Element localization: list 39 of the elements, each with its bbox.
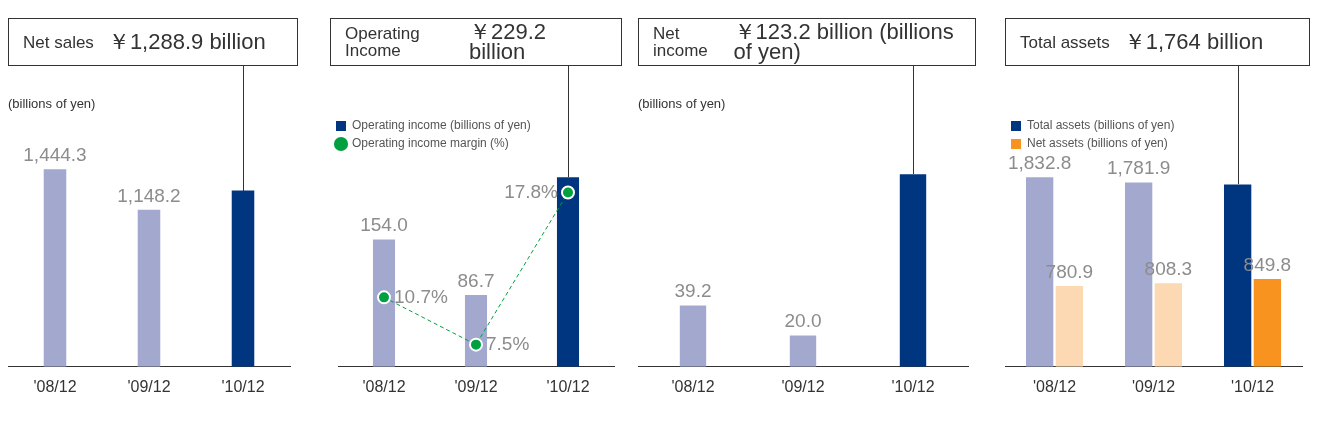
chart-title: Operating Income bbox=[345, 24, 421, 60]
data-label: 1,832.8 bbox=[1007, 152, 1072, 174]
data-label: 154.0 bbox=[360, 214, 408, 236]
x-tick-label: '10/12 bbox=[1230, 377, 1275, 395]
chart-title: Net income bbox=[653, 24, 709, 60]
chart-title: Total assets bbox=[1020, 32, 1110, 52]
bar bbox=[1154, 283, 1183, 367]
chart-subtitle: ￥1,288.9 billion bbox=[107, 29, 266, 54]
data-label: 7.5% bbox=[486, 332, 530, 354]
data-label: 1,148.2 bbox=[117, 184, 181, 206]
bar bbox=[1253, 278, 1282, 367]
x-tick-label: '08/12 bbox=[362, 377, 406, 395]
x-tick-label: '09/12 bbox=[1131, 377, 1176, 395]
x-tick-label: '08/12 bbox=[671, 377, 715, 395]
bar bbox=[1055, 286, 1084, 367]
x-tick-label: '09/12 bbox=[127, 377, 171, 395]
data-label: 10.7% bbox=[394, 285, 448, 307]
data-label: 86.7 bbox=[457, 269, 495, 291]
y-axis-title: (billions of yen) bbox=[638, 96, 726, 111]
legend-label: Operating income margin (%) bbox=[352, 136, 509, 151]
x-tick-label: '10/12 bbox=[546, 377, 590, 395]
data-label: 39.2 bbox=[674, 280, 712, 302]
legend-label: Net assets (billions of yen) bbox=[1027, 136, 1168, 151]
x-tick-label: '10/12 bbox=[221, 377, 265, 395]
legend-label: Total assets (billions of yen) bbox=[1027, 118, 1175, 133]
x-tick-label: '08/12 bbox=[33, 377, 77, 395]
chart-subtitle: ￥123.2 billion (billions of yen) bbox=[733, 19, 955, 64]
x-tick-label: '10/12 bbox=[891, 377, 935, 395]
legend-label: Operating income (billions of yen) bbox=[352, 118, 531, 133]
x-tick-label: '09/12 bbox=[454, 377, 498, 395]
y-axis-title: (billions of yen) bbox=[8, 96, 96, 111]
chart-title: Net sales bbox=[23, 32, 94, 52]
chart-subtitle: ￥229.2 billion bbox=[469, 19, 548, 64]
data-label: 1,781.9 bbox=[1106, 157, 1171, 179]
x-tick-label: '08/12 bbox=[1032, 377, 1077, 395]
data-label: 20.0 bbox=[784, 310, 822, 332]
chart-subtitle: ￥1,764 billion bbox=[1123, 29, 1264, 54]
x-tick-label: '09/12 bbox=[781, 377, 825, 395]
data-label: 1,444.3 bbox=[23, 144, 87, 166]
